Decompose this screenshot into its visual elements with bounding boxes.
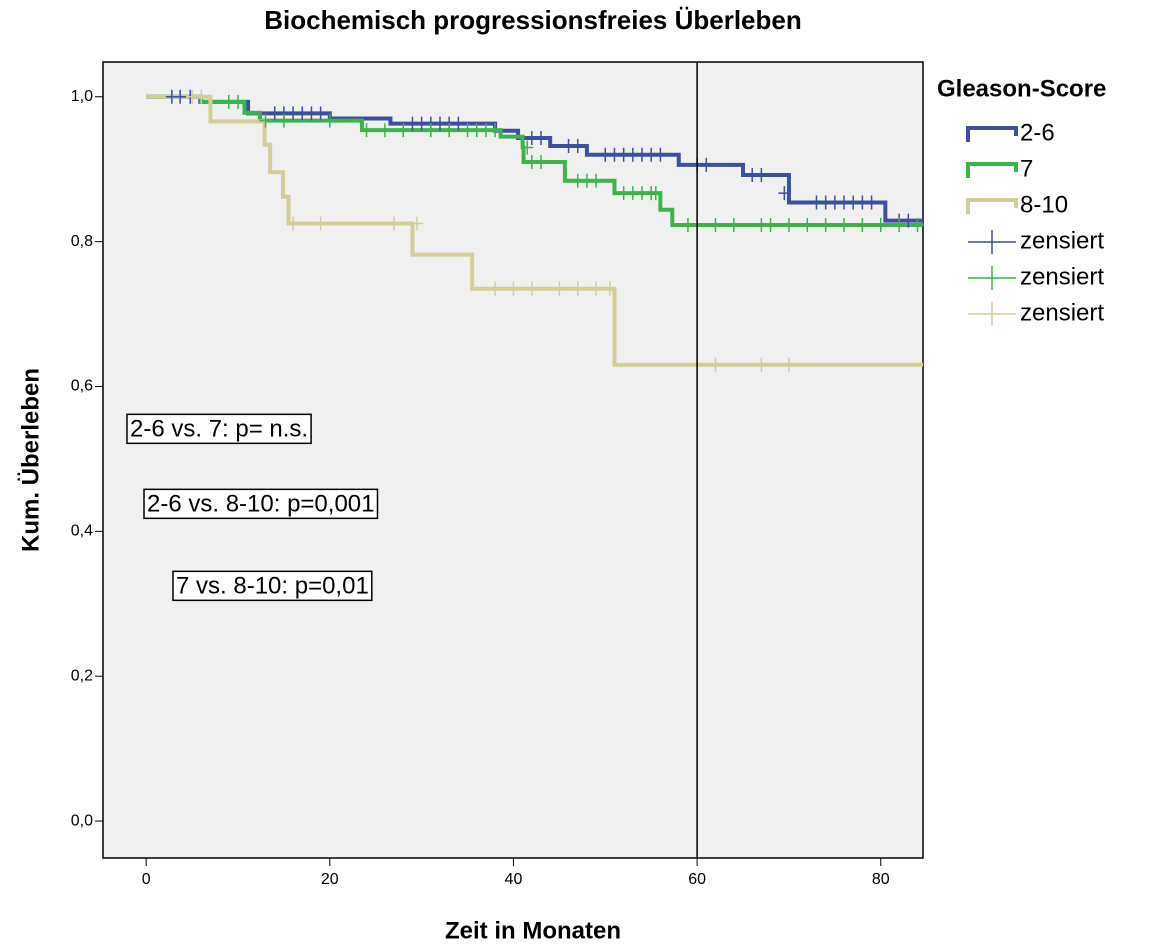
survival-curve	[146, 94, 923, 227]
x-axis-label: Zeit in Monaten	[445, 917, 621, 944]
censor-mark	[314, 216, 327, 231]
censor-mark	[525, 281, 538, 296]
censor-mark	[865, 195, 878, 210]
censor-mark	[856, 217, 869, 232]
censor-mark	[424, 123, 437, 138]
censor-mark	[782, 217, 795, 232]
chart-title: Biochemisch progressionsfreies Überleben	[264, 5, 802, 35]
y-tick-label: 1,0	[71, 88, 93, 105]
legend-label: zensiert	[1020, 299, 1104, 326]
legend-swatch	[968, 302, 1016, 326]
y-tick-label: 0,0	[71, 812, 93, 829]
legend-label: 2-6	[1020, 119, 1055, 146]
x-tick-label: 40	[505, 871, 523, 888]
legend-label: zensiert	[1020, 227, 1104, 254]
censor-mark	[323, 113, 336, 128]
censor-mark	[195, 89, 208, 104]
censor-mark	[452, 116, 465, 131]
censor-mark	[535, 131, 548, 146]
censor-mark	[755, 167, 768, 182]
censor-mark	[893, 217, 906, 232]
censor-mark	[838, 217, 851, 232]
legend-label: zensiert	[1020, 263, 1104, 290]
censor-mark	[553, 281, 566, 296]
censor-mark	[590, 281, 603, 296]
censor-mark	[521, 140, 534, 155]
censor-mark	[782, 357, 795, 372]
annotation: 7 vs. 8-10: p=0,01	[176, 572, 369, 599]
legend-label: 8-10	[1020, 191, 1068, 218]
censor-mark	[819, 217, 832, 232]
annotation-box	[172, 570, 373, 602]
legend-swatch	[966, 126, 1018, 142]
y-axis-label: Kum. Überleben	[17, 368, 44, 552]
plot-area	[102, 61, 924, 859]
censor-mark	[231, 94, 244, 109]
x-tick-label: 60	[688, 871, 706, 888]
legend-swatch	[968, 230, 1016, 254]
censor-mark	[654, 147, 667, 162]
y-tick-label: 0,2	[71, 667, 93, 684]
censor-mark	[411, 216, 424, 231]
censor-mark	[603, 281, 616, 296]
x-tick-label: 80	[872, 871, 890, 888]
censor-mark	[489, 123, 502, 138]
annotation: 2-6 vs. 7: p= n.s.	[130, 415, 308, 442]
censor-mark	[902, 213, 915, 228]
censor-mark	[443, 123, 456, 138]
censor-mark	[314, 106, 327, 121]
censor-mark	[397, 123, 410, 138]
annotation: 2-6 vs. 8-10: p=0,001	[147, 490, 374, 517]
censor-mark	[778, 186, 791, 201]
legend-label: 7	[1020, 155, 1033, 182]
x-tick-label: 20	[321, 871, 339, 888]
censor-mark	[174, 89, 187, 104]
x-tick-label: 0	[142, 871, 151, 888]
legend-title: Gleason-Score	[937, 75, 1106, 102]
censor-mark	[535, 154, 548, 169]
censor-mark	[801, 217, 814, 232]
censor-mark	[709, 217, 722, 232]
censor-mark	[874, 217, 887, 232]
legend-swatch	[966, 162, 1018, 178]
censor-mark	[700, 157, 713, 172]
legend-swatch	[968, 266, 1016, 290]
annotation-box	[143, 488, 379, 520]
y-tick-label: 0,4	[71, 523, 93, 540]
censor-mark	[360, 123, 373, 138]
censor-mark	[571, 281, 584, 296]
censor-mark	[571, 139, 584, 154]
censor-mark	[727, 217, 740, 232]
censor-mark	[489, 281, 502, 296]
censor-mark	[287, 216, 300, 231]
censor-mark	[709, 357, 722, 372]
censor-mark	[649, 186, 662, 201]
censor-mark	[911, 217, 924, 232]
legend-swatch	[966, 198, 1018, 214]
censor-mark	[259, 113, 272, 128]
censor-mark	[590, 173, 603, 188]
censor-mark	[755, 357, 768, 372]
y-tick-label: 0,8	[71, 233, 93, 250]
censor-mark	[388, 216, 401, 231]
censor-mark	[681, 217, 694, 232]
censor-mark	[764, 217, 777, 232]
y-tick-label: 0,6	[71, 378, 93, 395]
censor-mark	[378, 123, 391, 138]
annotation-box	[126, 413, 312, 445]
censor-mark	[277, 113, 290, 128]
censor-mark	[507, 281, 520, 296]
